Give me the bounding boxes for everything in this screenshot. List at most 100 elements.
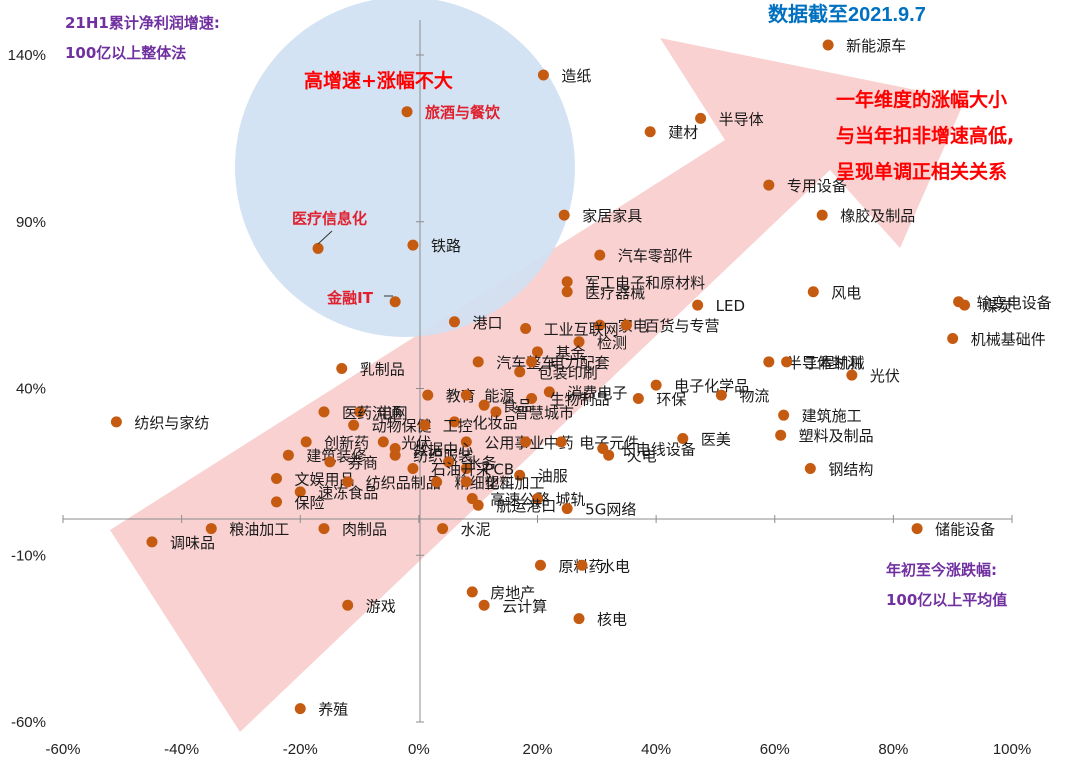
y-tick-label: 90% <box>16 214 46 231</box>
data-point <box>561 276 573 288</box>
point-label: 养殖 <box>318 701 348 719</box>
point-label: 房地产 <box>490 584 535 602</box>
point-label: 光伏 <box>401 434 431 452</box>
data-point <box>401 106 413 118</box>
data-point <box>695 112 707 124</box>
data-point <box>354 406 366 418</box>
data-point <box>561 286 573 298</box>
point-label: 核电 <box>597 611 627 629</box>
x-tick-label: -20% <box>283 741 318 758</box>
x-tick-marks <box>62 515 1013 523</box>
data-point <box>526 356 538 368</box>
data-point <box>526 393 538 405</box>
data-point <box>532 493 543 505</box>
y-caption-line1: 21H1累计净利润增速: <box>65 14 220 32</box>
data-point <box>555 436 567 448</box>
data-point <box>763 356 775 368</box>
data-point <box>294 486 306 498</box>
data-point <box>959 299 971 311</box>
y-tick-label: -10% <box>11 547 46 564</box>
data-point <box>490 406 502 418</box>
data-point <box>822 39 834 51</box>
point-label: LED <box>716 297 745 315</box>
data-point <box>443 456 455 468</box>
data-point <box>460 463 472 475</box>
data-point <box>472 356 484 368</box>
data-point <box>781 356 793 368</box>
data-point <box>558 209 570 221</box>
point-label: 航运港口 <box>496 497 556 515</box>
data-point <box>312 242 324 254</box>
data-point <box>715 389 727 401</box>
point-label: 石油开采 <box>431 461 491 479</box>
data-point <box>532 346 543 358</box>
point-label: 家居家具 <box>582 207 642 225</box>
data-point <box>514 469 526 481</box>
point-label: 输变电设备 <box>977 294 1052 312</box>
data-point <box>271 496 283 508</box>
point-label: 医药流通 <box>342 404 402 422</box>
point-label: 数据中心 <box>413 441 473 459</box>
point-label: 基金 <box>556 344 586 362</box>
point-label: 城轨 <box>556 491 586 509</box>
point-label: 动物保健 <box>372 417 432 435</box>
data-point <box>377 436 389 448</box>
trend-arrow <box>110 38 965 732</box>
point-label: 券商 <box>348 454 378 472</box>
point-label: 纺织品制品 <box>366 474 441 492</box>
data-point <box>478 599 490 611</box>
point-label: 机械基础件 <box>971 330 1046 348</box>
point-label: 纺织服装 <box>413 447 473 465</box>
x-tick-label: -40% <box>164 741 199 758</box>
data-point <box>294 703 306 715</box>
point-label: 水泥 <box>461 521 491 539</box>
data-point <box>448 416 460 428</box>
data-point <box>318 523 330 535</box>
data-point <box>603 449 615 461</box>
data-point <box>342 476 354 488</box>
point-label: 保险 <box>295 494 325 512</box>
date-note: 数据截至2021.9.7 <box>768 2 926 26</box>
data-point <box>437 523 449 535</box>
x-tick-labels: -60% -40% -20% 0% 20% 40% 60% 80% 100% <box>45 741 1031 758</box>
data-point <box>466 586 478 598</box>
data-point <box>594 319 606 331</box>
point-label: 乳制品 <box>360 360 405 378</box>
x-tick-label: 0% <box>408 741 430 758</box>
data-point <box>342 599 354 611</box>
point-label: 新能源车 <box>846 37 906 55</box>
data-point <box>520 322 532 334</box>
data-point <box>778 409 790 421</box>
x-tick-label: 80% <box>878 741 908 758</box>
point-label: 长电线设备 <box>621 441 696 459</box>
data-point <box>460 476 472 488</box>
y-tick-label: -60% <box>11 714 46 731</box>
y-tick-label: 40% <box>16 381 46 398</box>
data-point <box>594 249 606 261</box>
data-point <box>534 559 546 571</box>
point-label: 半导体 <box>719 110 764 128</box>
point-label: 5G网络 <box>585 501 636 519</box>
point-label: 半导体封测 <box>787 354 862 372</box>
point-label: 工业互联网 <box>544 320 619 338</box>
point-label: 检测 <box>597 334 627 352</box>
data-point <box>271 473 283 485</box>
data-point <box>561 503 573 515</box>
arrow-annotation-line2: 与当年扣非增速高低, <box>836 124 1014 147</box>
point-label: 医疗器械 <box>585 284 645 302</box>
point-label: 建材 <box>668 124 698 142</box>
data-point <box>692 299 704 311</box>
highlight-circle <box>235 0 575 337</box>
point-label: 环保 <box>656 391 686 409</box>
point-label: 煤炭 <box>983 297 1013 315</box>
data-point <box>677 433 689 445</box>
data-point <box>407 463 419 475</box>
point-label: 电网 <box>378 404 408 422</box>
point-label: 公用事业 <box>484 434 544 452</box>
point-label: 包装印刷 <box>538 364 598 382</box>
data-point <box>632 393 644 405</box>
data-point <box>389 449 401 461</box>
point-label: PCB <box>484 461 514 479</box>
